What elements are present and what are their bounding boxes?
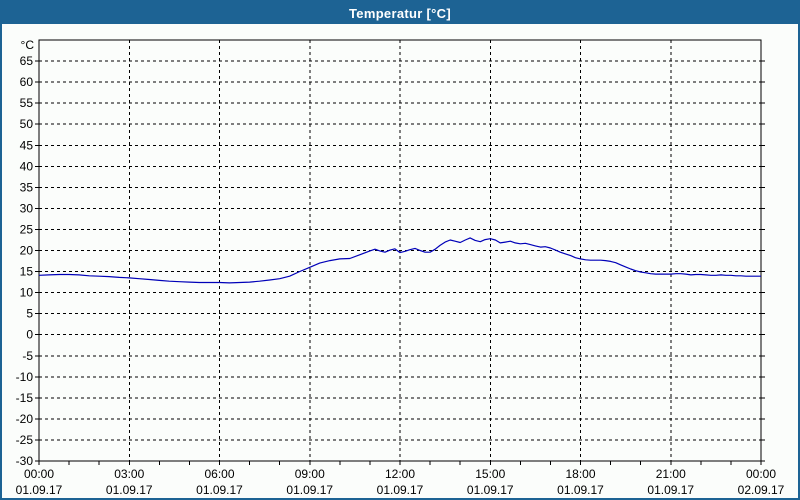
x-tick-time-label: 06:00 bbox=[204, 467, 234, 481]
plot-border bbox=[38, 39, 762, 462]
y-tick-label: 15 bbox=[20, 265, 34, 279]
y-tick-label: 0 bbox=[26, 328, 33, 342]
window-titlebar[interactable]: Temperatur [°C] bbox=[2, 2, 798, 24]
temperature-line bbox=[38, 237, 761, 284]
x-tick-time-label: 09:00 bbox=[295, 467, 325, 481]
y-tick-label: -25 bbox=[16, 433, 34, 447]
window-title: Temperatur [°C] bbox=[349, 5, 451, 21]
y-tick-label: 60 bbox=[20, 75, 34, 89]
temperature-chart: 65605550454035302520151050-5-10-15-20-25… bbox=[16, 38, 785, 497]
x-tick-date-label: 01.09.17 bbox=[196, 483, 243, 497]
x-tick-date-label: 01.09.17 bbox=[286, 483, 333, 497]
x-tick-time-label: 18:00 bbox=[565, 467, 595, 481]
y-tick-label: -15 bbox=[16, 391, 34, 405]
x-tick-date-label: 01.09.17 bbox=[467, 483, 514, 497]
y-tick-label: 55 bbox=[20, 96, 34, 110]
y-tick-label: -30 bbox=[16, 454, 34, 468]
x-tick-date-label: 01.09.17 bbox=[106, 483, 153, 497]
y-tick-label: 20 bbox=[20, 244, 34, 258]
x-tick-date-label: 01.09.17 bbox=[16, 483, 63, 497]
x-tick-date-label: 02.09.17 bbox=[738, 483, 785, 497]
x-tick-date-label: 01.09.17 bbox=[647, 483, 694, 497]
y-tick-label: -5 bbox=[22, 349, 33, 363]
x-tick-time-label: 21:00 bbox=[656, 467, 686, 481]
x-tick-time-label: 00:00 bbox=[746, 467, 776, 481]
x-tick-time-label: 12:00 bbox=[385, 467, 415, 481]
y-axis-unit-label: °C bbox=[21, 38, 35, 52]
y-tick-label: -20 bbox=[16, 412, 34, 426]
x-tick-date-label: 01.09.17 bbox=[377, 483, 424, 497]
y-tick-label: -10 bbox=[16, 370, 34, 384]
y-tick-label: 30 bbox=[20, 201, 34, 215]
y-tick-label: 40 bbox=[20, 159, 34, 173]
y-tick-label: 65 bbox=[20, 54, 34, 68]
x-tick-time-label: 15:00 bbox=[475, 467, 505, 481]
x-tick-date-label: 01.09.17 bbox=[557, 483, 604, 497]
y-tick-label: 10 bbox=[20, 286, 34, 300]
x-tick-time-label: 00:00 bbox=[24, 467, 54, 481]
y-tick-label: 25 bbox=[20, 222, 34, 236]
y-tick-label: 5 bbox=[26, 307, 33, 321]
y-tick-label: 45 bbox=[20, 138, 34, 152]
y-tick-label: 35 bbox=[20, 180, 34, 194]
x-tick-time-label: 03:00 bbox=[114, 467, 144, 481]
y-tick-label: 50 bbox=[20, 117, 34, 131]
